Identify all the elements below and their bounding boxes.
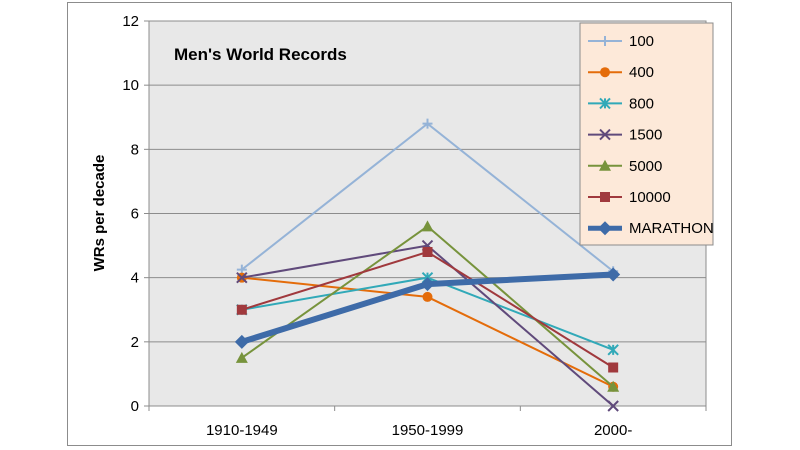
data-point bbox=[236, 271, 248, 284]
legend-item: 100 bbox=[588, 33, 654, 50]
y-tick-label: 12 bbox=[122, 13, 139, 30]
data-point bbox=[422, 118, 433, 129]
data-point bbox=[234, 334, 249, 349]
legend-item: MARATHON bbox=[588, 220, 714, 237]
axes: 0 2 4 6 8 10 12 1910-1949 1950-1999 2000- bbox=[122, 13, 707, 439]
data-point bbox=[422, 291, 433, 302]
legend-label: 400 bbox=[629, 64, 654, 81]
legend-label: 800 bbox=[629, 95, 654, 112]
legend-item: 800 bbox=[588, 95, 654, 112]
legend-label: 100 bbox=[629, 33, 654, 50]
x-tick-label: 1910-1949 bbox=[206, 422, 278, 439]
x-tick-label: 1950-1999 bbox=[392, 422, 464, 439]
data-point bbox=[422, 247, 433, 257]
series-10000 bbox=[236, 247, 619, 373]
legend-marker bbox=[599, 97, 611, 110]
series-5000 bbox=[235, 220, 620, 392]
line-chart: 0 2 4 6 8 10 12 1910-1949 1950-1999 2000- Men's W… bbox=[91, 13, 714, 439]
y-axis-title: WRs per decade bbox=[91, 155, 108, 272]
data-point bbox=[607, 344, 619, 356]
y-tick-label: 4 bbox=[131, 270, 139, 287]
legend-item: 400 bbox=[588, 64, 654, 81]
legend-marker bbox=[598, 221, 612, 236]
legend: 100 400 800 1500 5000 10000 MARATHON bbox=[579, 22, 714, 246]
legend-label: 1500 bbox=[629, 127, 662, 144]
legend-label: 5000 bbox=[629, 158, 662, 175]
chart-frame: 0 2 4 6 8 10 12 1910-1949 1950-1999 2000- Men's W… bbox=[67, 2, 732, 446]
legend-marker bbox=[600, 67, 610, 78]
legend-label: 10000 bbox=[629, 189, 671, 206]
legend-label: MARATHON bbox=[629, 220, 714, 237]
legend-item: 5000 bbox=[588, 158, 662, 175]
data-point bbox=[606, 267, 621, 282]
legend-marker bbox=[599, 159, 611, 171]
legend-item: 1500 bbox=[588, 127, 662, 144]
x-tick-label: 2000- bbox=[594, 422, 632, 439]
data-point bbox=[236, 304, 247, 315]
data-point bbox=[607, 400, 619, 412]
data-point bbox=[607, 380, 620, 392]
series-marathon bbox=[234, 267, 621, 349]
y-tick-label: 8 bbox=[131, 141, 139, 158]
series-lines bbox=[234, 118, 621, 412]
data-point bbox=[608, 362, 619, 373]
legend-item: 10000 bbox=[588, 189, 671, 206]
y-tick-label: 0 bbox=[131, 398, 139, 415]
y-tick-label: 6 bbox=[131, 206, 139, 223]
data-point bbox=[421, 220, 434, 232]
legend-marker bbox=[600, 36, 610, 46]
y-tick-label: 10 bbox=[122, 77, 139, 94]
legend-marker bbox=[600, 192, 610, 202]
data-point bbox=[420, 277, 435, 292]
data-point bbox=[235, 351, 248, 363]
legend-marker bbox=[599, 128, 611, 141]
chart-title: Men's World Records bbox=[174, 45, 347, 64]
y-tick-label: 2 bbox=[131, 334, 139, 351]
